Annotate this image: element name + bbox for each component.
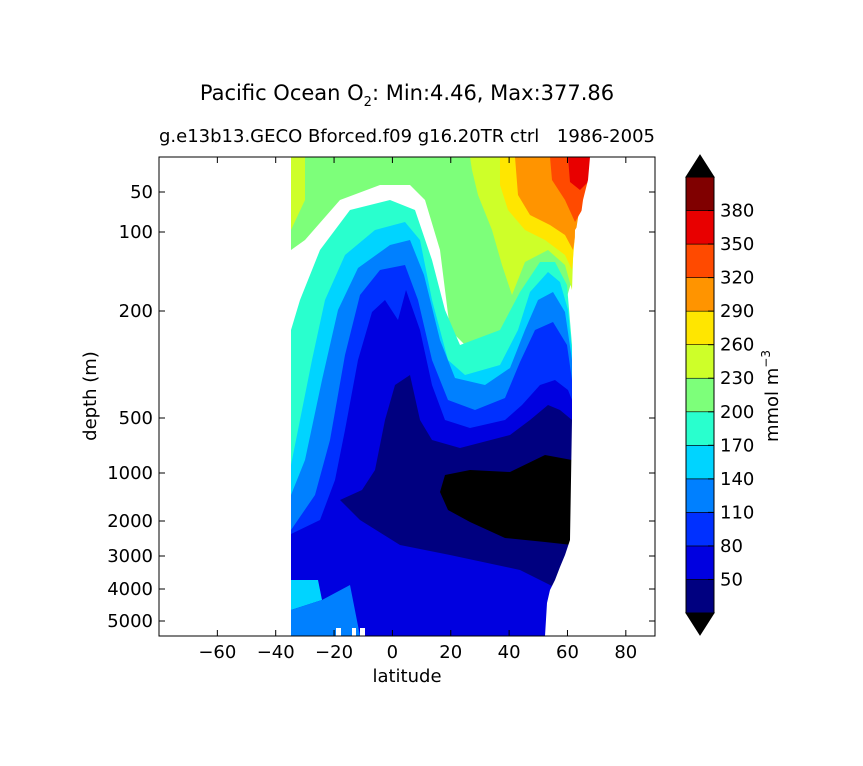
colorbar: 50 80 110 140 170 200 230 260 290 320 350 380: [685, 154, 754, 636]
colorbar-tick-label: 140: [720, 469, 754, 490]
missing-data-gap-3: [360, 628, 365, 636]
colorbar-tick-label: 80: [720, 536, 743, 557]
y-tick-label: 200: [119, 301, 153, 322]
colorbar-segment: [685, 545, 715, 580]
contour-band-230-260-south: [291, 157, 305, 230]
x-tick-label: 80: [614, 642, 637, 663]
title-rest: : Min:4.46, Max:377.86: [372, 81, 614, 105]
y-tick-label: 5000: [107, 611, 153, 632]
y-tick-label: 2000: [107, 511, 153, 532]
colorbar-extend-bottom: [685, 612, 715, 636]
y-tick-label: 4000: [107, 579, 153, 600]
colorbar-segment: [685, 277, 715, 312]
missing-data-gap-1: [336, 628, 341, 636]
x-tick-label: 0: [387, 642, 398, 663]
contour-band-under: [440, 455, 572, 545]
colorbar-tick-label: 170: [720, 435, 754, 456]
subtitle-right: 1986-2005: [557, 126, 655, 147]
colorbar-segment: [685, 512, 715, 547]
missing-data-south: [159, 157, 291, 636]
contour-deep-south-b: [291, 585, 360, 636]
chart-title: Pacific Ocean O2: Min:4.46, Max:377.86: [200, 81, 614, 110]
colorbar-segment: [685, 377, 715, 413]
x-tick-label: −40: [257, 642, 295, 663]
colorbar-tick-label: 320: [720, 268, 754, 289]
colorbar-label-main: mmol m: [762, 368, 783, 442]
colorbar-segment: [685, 411, 715, 446]
contour-band-350-380: [568, 157, 590, 190]
x-axis: −60 −40 −20 0 20 40 60 80: [198, 157, 637, 663]
colorbar-tick-label: 110: [720, 502, 754, 523]
colorbar-segment: [685, 210, 715, 245]
contour-field: [159, 157, 655, 636]
colorbar-tick-label: 290: [720, 301, 754, 322]
colorbar-tick-label: 200: [720, 402, 754, 423]
colorbar-segment: [685, 478, 715, 513]
missing-data-gap-2: [352, 628, 356, 636]
y-tick-label: 3000: [107, 546, 153, 567]
y-tick-label: 500: [119, 408, 153, 429]
colorbar-tick-label: 380: [720, 201, 754, 222]
y-tick-label: 50: [130, 182, 153, 203]
colorbar-segment: [685, 445, 715, 480]
colorbar-segment: [685, 344, 715, 379]
axes-frame: [158, 156, 656, 637]
x-axis-label: latitude: [372, 666, 441, 687]
x-tick-label: −20: [315, 642, 353, 663]
x-tick-label: −60: [198, 642, 236, 663]
colorbar-label-superscript: −3: [759, 350, 773, 368]
colorbar-extend-top: [685, 154, 715, 178]
x-tick-label: 40: [498, 642, 521, 663]
y-axis: 50 100 200 500 1000 2000 3000 4000 5000: [107, 182, 655, 632]
title-subscript: 2: [364, 95, 372, 110]
missing-data-north: [545, 157, 655, 636]
colorbar-segment: [685, 310, 715, 345]
y-axis-label: depth (m): [80, 351, 101, 441]
colorbar-segment: [685, 176, 715, 211]
x-tick-label: 60: [556, 642, 579, 663]
colorbar-label: mmol m−3: [759, 350, 783, 442]
x-tick-label: 20: [439, 642, 462, 663]
y-tick-label: 100: [119, 222, 153, 243]
y-tick-label: 1000: [107, 463, 153, 484]
colorbar-tick-label: 230: [720, 368, 754, 389]
colorbar-tick-label: 50: [720, 569, 743, 590]
colorbar-tick-label: 350: [720, 234, 754, 255]
colorbar-segment: [685, 243, 715, 278]
colorbar-frame: [685, 176, 715, 614]
subtitle-left: g.e13b13.GECO Bforced.f09 g16.20TR ctrl: [159, 126, 539, 147]
title-main: Pacific Ocean O: [200, 81, 364, 105]
colorbar-segment: [685, 579, 715, 614]
colorbar-tick-label: 260: [720, 335, 754, 356]
